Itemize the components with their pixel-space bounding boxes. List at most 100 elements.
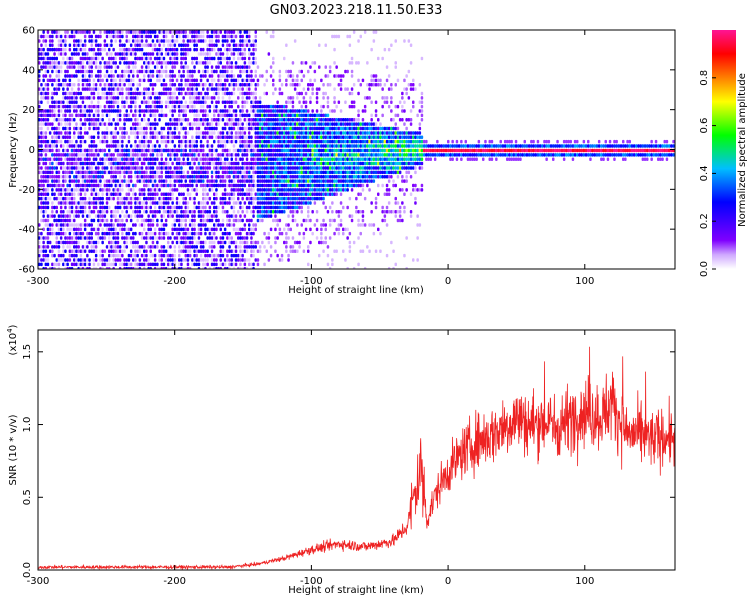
spectrogram-cell xyxy=(289,196,292,201)
spectrogram-cell xyxy=(147,139,150,144)
spectrogram-cell xyxy=(99,69,102,74)
spectrogram-cell xyxy=(46,183,50,188)
spectrogram-cell xyxy=(53,30,56,34)
spectrogram-cell xyxy=(221,148,225,153)
spectrogram-cell xyxy=(143,170,146,175)
spectrogram-cell xyxy=(285,179,288,183)
spectrogram-cell xyxy=(70,56,74,61)
spectrogram-cell xyxy=(44,245,48,249)
spectrogram-cell xyxy=(274,240,277,245)
spectrogram-cell xyxy=(199,144,203,148)
spectrogram-cell xyxy=(228,91,231,96)
spectrogram-cell xyxy=(182,214,185,218)
spectrogram-cell xyxy=(315,131,319,135)
spectrogram-cell xyxy=(55,139,58,144)
spectrogram-cell xyxy=(280,231,284,236)
spectrogram-cell xyxy=(132,69,135,74)
spectrogram-cell xyxy=(59,39,63,43)
spectrogram-cell xyxy=(55,245,58,249)
spectrogram-cell xyxy=(217,253,220,258)
spectrogram-cell xyxy=(129,240,133,245)
spectrogram-cell xyxy=(151,69,155,74)
spectrogram-cell xyxy=(254,139,257,144)
spectrogram-cell xyxy=(261,118,264,122)
spectrogram-cell xyxy=(57,214,61,218)
spectrogram-cell xyxy=(289,96,292,100)
spectrogram-cell xyxy=(283,161,286,166)
spectrogram-cell xyxy=(228,183,231,188)
spectrogram-cell xyxy=(213,148,216,153)
spectrogram-cell xyxy=(64,157,67,161)
spectrogram-cell xyxy=(237,43,240,47)
spectrogram-cell xyxy=(274,166,277,170)
spectrogram-cell xyxy=(147,231,150,236)
spectrogram-cell xyxy=(226,153,229,157)
spectrogram-cell xyxy=(263,122,266,126)
spectrogram-cell xyxy=(217,118,220,122)
spectrogram-cell xyxy=(213,223,216,227)
spectrogram-cell xyxy=(280,109,284,113)
spectrogram-cell xyxy=(171,258,174,262)
spectrogram-cell xyxy=(97,196,100,201)
spectrogram-cell xyxy=(243,30,247,34)
spectrogram-cell xyxy=(315,144,319,148)
spectrogram-cell xyxy=(223,39,227,43)
spectrogram-cell xyxy=(51,170,54,175)
spectrogram-cell xyxy=(46,201,50,205)
spectrogram-cell xyxy=(285,153,288,157)
spectrogram-cell xyxy=(219,74,222,78)
spectrogram-cell xyxy=(213,30,216,34)
spectrogram-cell xyxy=(57,109,61,113)
spectrogram-cell xyxy=(79,148,83,153)
spectrogram-cell xyxy=(97,148,100,153)
spectrogram-cell xyxy=(123,258,126,262)
spectrogram-cell xyxy=(234,161,238,166)
spectrogram-cell xyxy=(156,52,159,56)
spectrogram-cell xyxy=(68,218,72,223)
spectrogram-cell xyxy=(215,52,218,56)
spectrogram-cell xyxy=(121,148,124,153)
spectrogram-cell xyxy=(232,109,236,113)
spectrogram-cell xyxy=(64,52,67,56)
spectrogram-cell xyxy=(53,65,56,69)
spectrogram-cell xyxy=(293,135,297,139)
spectrogram-cell xyxy=(261,113,264,118)
spectrogram-cell xyxy=(143,223,146,227)
spectrogram-cell xyxy=(256,78,260,83)
spectrogram-cell xyxy=(114,161,117,166)
spectrogram-cell xyxy=(293,218,297,223)
spectrogram-cell xyxy=(219,47,222,52)
spectrogram-cell xyxy=(99,83,102,87)
spectrogram-cell xyxy=(90,166,93,170)
spectrogram-cell xyxy=(127,188,131,192)
spectrogram-cell xyxy=(178,74,181,78)
spectrogram-cell xyxy=(204,83,207,87)
spectrogram-cell xyxy=(125,262,128,267)
spectrogram-cell xyxy=(68,109,72,113)
spectrogram-cell xyxy=(263,131,266,135)
spectrogram-cell xyxy=(311,179,314,183)
spectrogram-cell xyxy=(153,109,157,113)
spectrogram-cell xyxy=(38,153,41,157)
spectrogram-cell xyxy=(243,126,247,131)
spectrogram-cell xyxy=(315,148,319,153)
spectrogram-cell xyxy=(252,39,255,43)
spectrogram-cell xyxy=(180,83,183,87)
spectrogram-cell xyxy=(234,166,238,170)
spectrogram-cell xyxy=(241,65,244,69)
spectrogram-cell xyxy=(300,188,303,192)
spectrogram-cell xyxy=(116,161,120,166)
spectrogram-cell xyxy=(101,262,104,267)
spectrogram-cell xyxy=(110,231,113,236)
spectrogram-cell xyxy=(94,74,98,78)
spectrogram-cell xyxy=(57,153,61,157)
spectrogram-cell xyxy=(156,96,159,100)
spectrogram-cell xyxy=(121,249,124,253)
spectrogram-cell xyxy=(178,69,181,74)
spectrogram-cell xyxy=(129,253,133,258)
spectrogram-cell xyxy=(103,87,107,91)
spectrogram-cell xyxy=(186,47,190,52)
spectrogram-cell xyxy=(127,96,131,100)
spectrogram-cell xyxy=(221,240,225,245)
spectrogram-cell xyxy=(208,43,212,47)
